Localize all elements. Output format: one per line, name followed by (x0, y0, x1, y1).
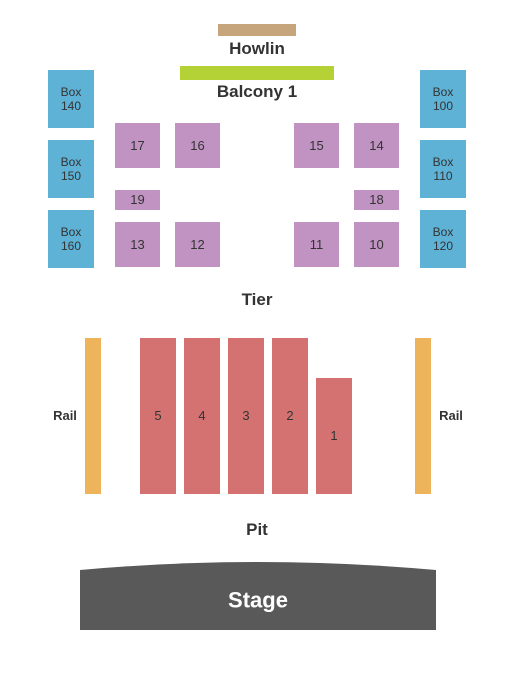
tier-17[interactable]: 17 (115, 123, 160, 168)
floor-1[interactable]: 1 (316, 378, 352, 494)
rail-right[interactable] (415, 338, 431, 494)
stage-label: Stage (228, 588, 288, 613)
box-right-2[interactable]: Box 120 (420, 210, 466, 268)
howlin-label: Howlin (200, 39, 314, 61)
tier-16[interactable]: 16 (175, 123, 220, 168)
box-left-2[interactable]: Box 160 (48, 210, 94, 268)
floor-4[interactable]: 4 (184, 338, 220, 494)
floor-5[interactable]: 5 (140, 338, 176, 494)
tier-11[interactable]: 11 (294, 222, 339, 267)
floor-2[interactable]: 2 (272, 338, 308, 494)
rail-left[interactable] (85, 338, 101, 494)
tier-13[interactable]: 13 (115, 222, 160, 267)
rail-right-label: Rail (432, 408, 470, 426)
tier-18[interactable]: 18 (354, 190, 399, 210)
seating-chart: Box 140 Box 150 Box 160 Box 100 Box 110 Box 1… (0, 0, 525, 675)
balcony-label: Balcony 1 (180, 82, 334, 106)
pit-label: Pit (200, 520, 314, 544)
box-right-1[interactable]: Box 110 (420, 140, 466, 198)
stage: Stage (80, 562, 436, 630)
tier-15[interactable]: 15 (294, 123, 339, 168)
rail-left-label: Rail (46, 408, 84, 426)
tier-label: Tier (200, 290, 314, 314)
tier-12[interactable]: 12 (175, 222, 220, 267)
balcony-bar[interactable] (180, 66, 334, 80)
floor-3[interactable]: 3 (228, 338, 264, 494)
box-left-0[interactable]: Box 140 (48, 70, 94, 128)
tier-14[interactable]: 14 (354, 123, 399, 168)
howlin-bar[interactable] (218, 24, 296, 36)
box-left-1[interactable]: Box 150 (48, 140, 94, 198)
tier-19[interactable]: 19 (115, 190, 160, 210)
box-right-0[interactable]: Box 100 (420, 70, 466, 128)
tier-10[interactable]: 10 (354, 222, 399, 267)
